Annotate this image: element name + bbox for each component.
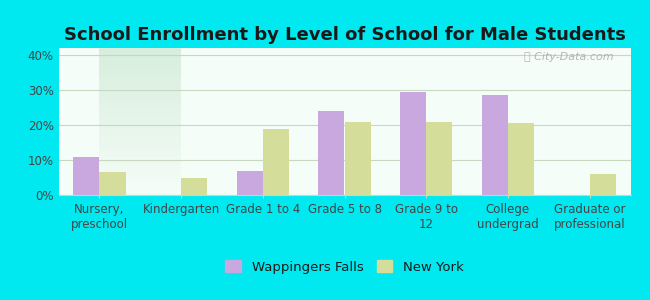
Bar bbox=[400, 92, 426, 195]
Bar bbox=[73, 157, 99, 195]
Bar bbox=[318, 111, 344, 195]
Bar bbox=[181, 178, 207, 195]
Text: ⓘ City-Data.com: ⓘ City-Data.com bbox=[524, 52, 614, 62]
Bar bbox=[482, 95, 508, 195]
Bar bbox=[344, 122, 370, 195]
Bar bbox=[426, 122, 452, 195]
Bar bbox=[99, 172, 125, 195]
Bar bbox=[590, 174, 616, 195]
Bar bbox=[237, 170, 263, 195]
Legend: Wappingers Falls, New York: Wappingers Falls, New York bbox=[226, 260, 463, 274]
Bar bbox=[508, 123, 534, 195]
Title: School Enrollment by Level of School for Male Students: School Enrollment by Level of School for… bbox=[64, 26, 625, 44]
Bar bbox=[263, 128, 289, 195]
